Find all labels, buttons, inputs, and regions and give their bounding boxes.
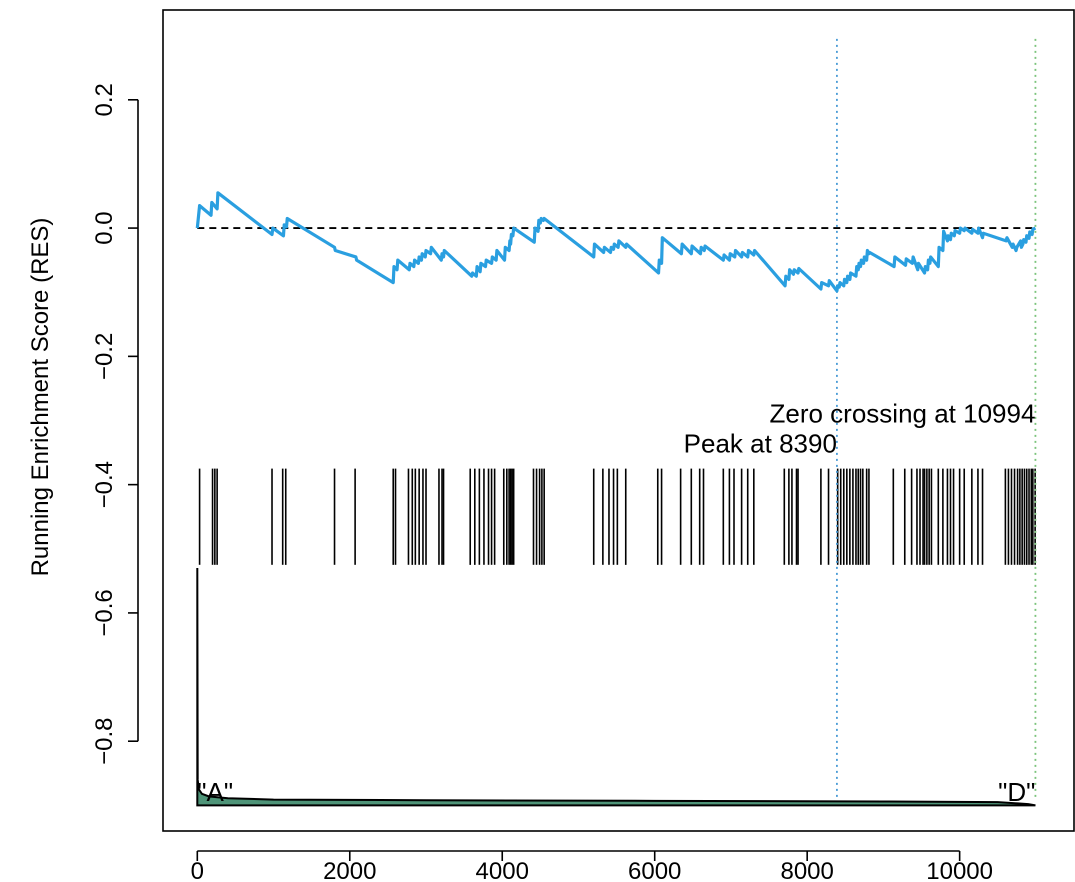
x-tick-label: 10000 [926,858,993,882]
ranked-metric-area [196,568,1036,807]
vertical-marker-layer [836,38,1037,800]
y-tick-label: 0.0 [91,211,118,244]
ranked-metric-area-layer [196,568,1036,807]
x-tick-label: 6000 [628,858,681,882]
res-line [195,191,1037,293]
x-tick-label: 0 [191,858,204,882]
y-tick-label: −0.8 [91,718,118,765]
y-tick-label: −0.6 [91,589,118,636]
y-tick-label: −0.4 [91,461,118,508]
annotation-label: "A" [197,777,233,807]
axes-layer: 0 2000 4000 6000 8000 10000 0.2 0.0 −0.2 −0.4 −0.6… [91,9,1075,882]
x-tick-label: 8000 [780,858,833,882]
annotation-label: Peak at 8390 [684,429,837,459]
annotation-label: Zero crossing at 10994 [769,398,1035,428]
series-layer [195,191,1037,293]
y-tick-label: −0.2 [91,333,118,380]
hit-ticks-layer [198,468,1036,565]
plot-frame [162,9,1075,832]
x-tick-label: 4000 [476,858,529,882]
x-tick-label: 2000 [323,858,376,882]
y-tick-label: 0.2 [91,83,118,116]
annotation-label: "D" [998,777,1035,807]
y-axis-title: Running Enrichment Score (RES) [27,218,54,577]
